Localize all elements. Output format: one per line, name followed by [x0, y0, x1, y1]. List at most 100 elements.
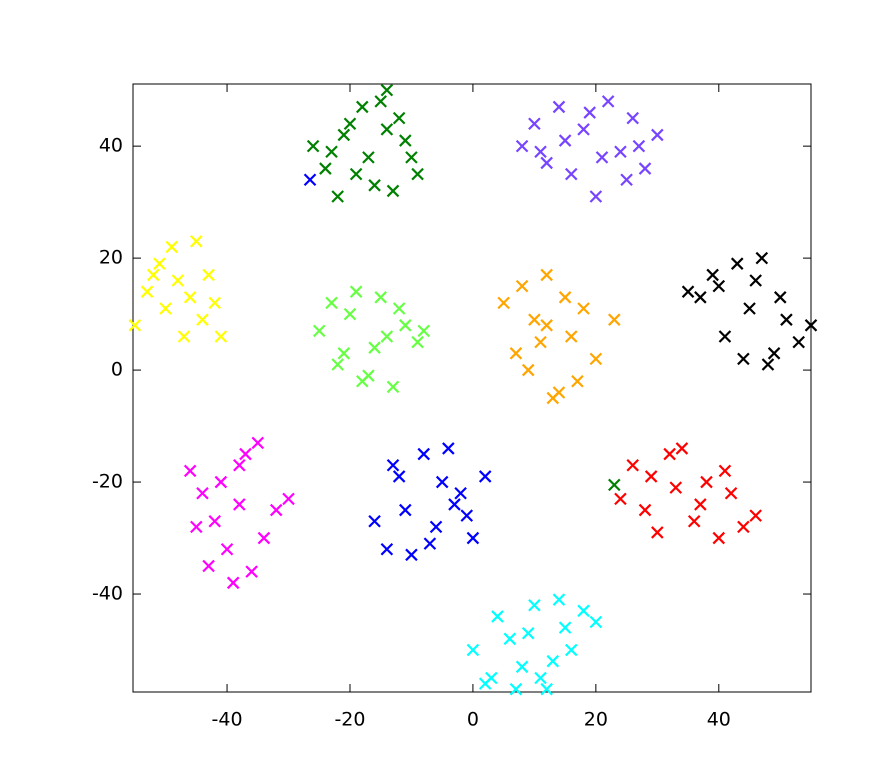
point [478, 470, 492, 483]
point [694, 291, 707, 304]
point [503, 632, 517, 646]
point [380, 330, 394, 343]
point [601, 95, 615, 108]
point [804, 319, 818, 332]
point [632, 139, 646, 153]
point [233, 458, 246, 472]
point [392, 111, 406, 125]
point [546, 391, 560, 405]
x-tick-label: 40 [707, 709, 731, 731]
point [638, 503, 652, 517]
point [792, 335, 805, 349]
point [700, 475, 713, 489]
point [614, 492, 627, 506]
point [454, 486, 467, 500]
point [608, 313, 621, 326]
point [417, 447, 431, 461]
point [374, 291, 387, 304]
point [423, 537, 437, 550]
x-tick-label: -40 [212, 709, 243, 731]
point [380, 542, 394, 556]
plot-frame [132, 83, 812, 693]
point [349, 285, 363, 298]
point [497, 296, 510, 310]
point [540, 319, 553, 332]
point [356, 375, 369, 388]
y-tick-label: -20 [92, 471, 123, 493]
point [737, 352, 750, 366]
point [712, 531, 726, 545]
point [306, 139, 320, 153]
point [509, 347, 523, 360]
point [638, 162, 652, 175]
point [417, 324, 431, 338]
point [405, 151, 418, 164]
point [558, 291, 572, 304]
point [368, 514, 381, 528]
point [448, 498, 461, 511]
x-tick-label: 20 [584, 709, 608, 731]
point [411, 335, 424, 349]
point [528, 117, 541, 131]
point [460, 509, 474, 522]
point [392, 302, 406, 315]
point [675, 442, 689, 455]
y-tick-label: -40 [92, 583, 123, 605]
point [399, 134, 412, 147]
point [251, 436, 265, 450]
point [515, 279, 529, 293]
point [540, 268, 553, 282]
point [325, 145, 338, 159]
point [380, 83, 394, 97]
point [521, 626, 535, 640]
point [534, 671, 547, 685]
point [269, 503, 283, 517]
point [767, 347, 781, 360]
point [724, 486, 738, 500]
point [128, 319, 142, 332]
point [491, 610, 504, 623]
point [773, 291, 787, 304]
point [165, 240, 179, 254]
point [159, 302, 172, 315]
point [620, 173, 633, 187]
point [614, 145, 627, 159]
point [681, 285, 695, 298]
point [153, 257, 166, 270]
point [343, 307, 357, 321]
y-tick-label: 0 [111, 359, 123, 381]
point [718, 330, 732, 343]
point [718, 464, 732, 478]
point [196, 313, 209, 326]
point [669, 481, 683, 494]
point [515, 660, 529, 674]
point [564, 167, 578, 181]
y-tick-label: 20 [99, 247, 123, 269]
point [282, 492, 295, 506]
point [534, 145, 547, 159]
point [386, 184, 400, 198]
point [208, 514, 222, 528]
x-tick-label: 0 [467, 709, 479, 731]
point [239, 447, 252, 461]
point [528, 313, 541, 326]
point [651, 526, 664, 539]
point [515, 139, 529, 153]
point [331, 358, 344, 371]
point [577, 123, 590, 136]
point [140, 285, 154, 298]
point [380, 123, 394, 136]
point [337, 347, 351, 360]
point [730, 257, 744, 270]
y-tick-label: 40 [99, 135, 123, 157]
point [509, 682, 523, 696]
point [485, 671, 498, 685]
point [257, 531, 271, 545]
point [442, 442, 455, 455]
point [392, 470, 406, 483]
point [663, 447, 676, 461]
point [687, 514, 701, 528]
point [171, 274, 185, 287]
point [183, 291, 197, 304]
